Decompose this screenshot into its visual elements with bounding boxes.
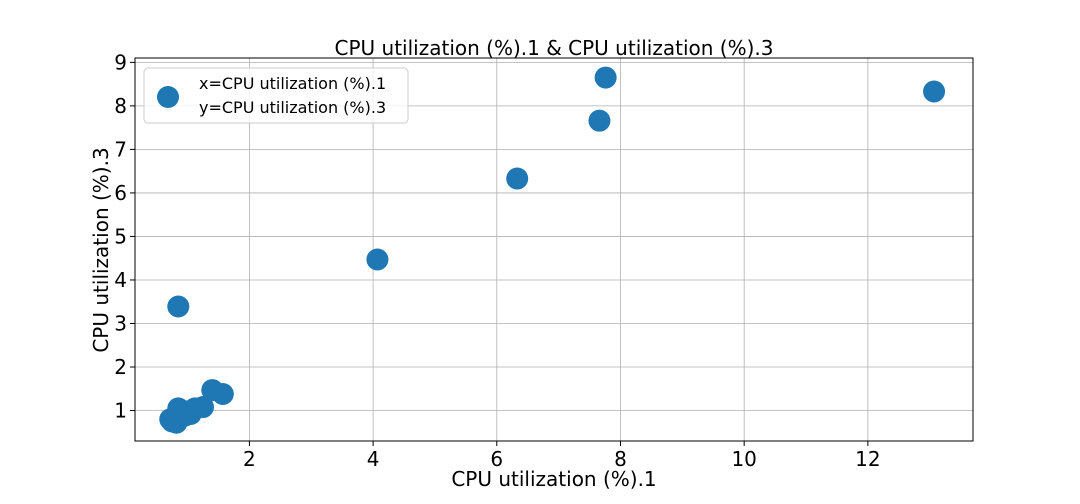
data-point xyxy=(211,382,234,405)
data-point xyxy=(594,66,617,89)
y-tick-label: 8 xyxy=(114,94,127,118)
x-axis-label: CPU utilization (%).1 xyxy=(451,467,656,491)
legend-entry-y: y=CPU utilization (%).3 xyxy=(199,98,386,117)
y-tick-label: 6 xyxy=(114,181,127,205)
data-point xyxy=(181,399,204,422)
legend-marker xyxy=(157,86,179,108)
y-tick-label: 2 xyxy=(114,355,127,379)
points-layer xyxy=(159,66,946,434)
legend: x=CPU utilization (%).1 y=CPU utilizatio… xyxy=(143,67,409,124)
y-tick-label: 3 xyxy=(114,311,127,335)
chart-title: CPU utilization (%).1 & CPU utilization … xyxy=(335,36,774,60)
data-point xyxy=(506,167,529,190)
data-point xyxy=(923,80,946,103)
y-tick-label: 5 xyxy=(114,224,127,248)
x-tick-label: 2 xyxy=(243,447,256,471)
data-point xyxy=(366,248,389,271)
y-tick-label: 9 xyxy=(114,50,127,74)
y-tick-label: 1 xyxy=(114,399,127,423)
x-tick-label: 12 xyxy=(855,447,880,471)
data-point xyxy=(588,109,611,132)
grid-layer xyxy=(135,58,973,441)
y-tick-label: 4 xyxy=(114,268,127,292)
x-tick-label: 6 xyxy=(490,447,503,471)
data-point xyxy=(167,295,190,318)
plot-frame xyxy=(134,57,974,442)
y-tick-label: 7 xyxy=(114,137,127,161)
legend-box xyxy=(143,67,409,124)
x-tick-label: 10 xyxy=(731,447,756,471)
x-tick-label: 4 xyxy=(367,447,380,471)
x-tick-label: 8 xyxy=(614,447,627,471)
legend-entry-x: x=CPU utilization (%).1 xyxy=(199,74,386,93)
y-axis-label: CPU utilization (%).3 xyxy=(89,147,113,352)
